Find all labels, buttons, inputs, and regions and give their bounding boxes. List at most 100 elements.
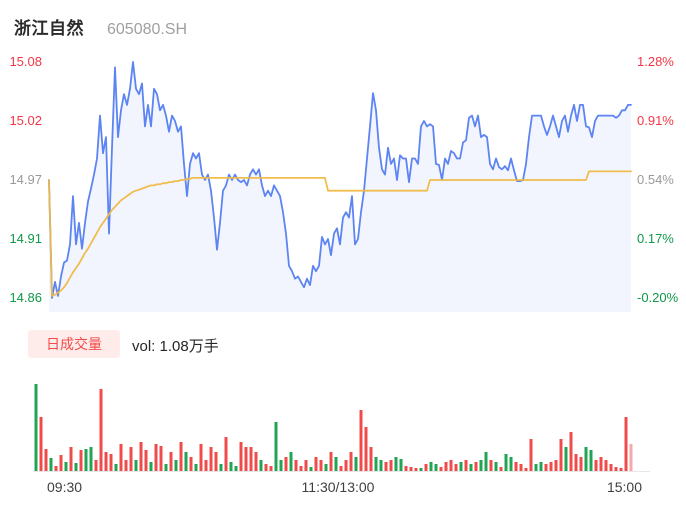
volume-bar	[334, 457, 338, 472]
volume-bar	[159, 446, 163, 472]
percent-tick-label: 0.91%	[637, 113, 674, 128]
price-tick-label: 14.91	[9, 231, 42, 246]
volume-bar	[74, 463, 78, 472]
volume-bar	[384, 462, 388, 472]
volume-bar	[219, 464, 223, 472]
volume-bar	[224, 437, 228, 472]
price-tick-label: 14.86	[9, 290, 42, 305]
volume-bar	[244, 447, 248, 472]
volume-bar	[424, 464, 428, 472]
x-tick-1130-1300: 11:30/13:00	[301, 479, 375, 495]
volume-bar	[604, 460, 608, 472]
volume-bar	[364, 427, 368, 472]
volume-bar	[469, 464, 473, 472]
volume-bar	[319, 460, 323, 472]
volume-bar	[494, 462, 498, 472]
price-area-fill	[49, 62, 631, 312]
volume-bar	[84, 449, 88, 472]
volume-bar	[119, 444, 123, 472]
volume-bar	[409, 467, 413, 472]
volume-bars	[34, 384, 633, 472]
volume-bar	[434, 464, 438, 472]
volume-bar	[274, 422, 278, 472]
avg-price-line	[48, 170, 632, 297]
stock-code: 605080.SH	[107, 21, 188, 38]
volume-bar	[584, 447, 588, 472]
volume-bar	[624, 417, 628, 472]
volume-bar	[284, 457, 288, 472]
volume-bar	[204, 460, 208, 472]
volume-bar	[109, 454, 113, 472]
volume-bar	[564, 447, 568, 472]
volume-bar	[194, 464, 198, 472]
volume-bar	[234, 466, 238, 472]
volume-bar	[544, 464, 548, 472]
volume-bar	[464, 460, 468, 472]
volume-bar	[154, 444, 158, 472]
volume-bar	[519, 464, 523, 472]
volume-bar	[479, 460, 483, 472]
volume-bar	[329, 452, 333, 472]
volume-bar	[499, 467, 503, 472]
volume-bar	[264, 464, 268, 472]
volume-bar	[354, 457, 358, 472]
volume-bar	[174, 460, 178, 472]
volume-bar	[289, 452, 293, 472]
volume-bar	[324, 464, 328, 472]
volume-bar	[449, 460, 453, 472]
volume-bar	[429, 462, 433, 472]
volume-bar	[549, 462, 553, 472]
volume-bar	[94, 460, 98, 472]
volume-bar	[579, 457, 583, 472]
volume-bar	[239, 442, 243, 472]
volume-bar	[349, 452, 353, 472]
volume-bar	[489, 460, 493, 472]
volume-bar	[39, 417, 43, 472]
volume-bar	[614, 467, 618, 472]
volume-bar	[589, 450, 593, 472]
volume-bar	[474, 462, 478, 472]
price-tick-label: 15.08	[9, 54, 42, 69]
volume-baseline	[33, 471, 650, 472]
volume-bar	[374, 457, 378, 472]
volume-bar	[139, 442, 143, 472]
volume-bar	[414, 468, 418, 472]
volume-bar	[459, 462, 463, 472]
volume-legend-badge[interactable]: 日成交量	[28, 330, 120, 358]
stock-name: 浙江自然	[14, 19, 84, 38]
volume-bar	[594, 460, 598, 472]
volume-bar	[314, 457, 318, 472]
volume-bar	[529, 439, 533, 472]
volume-bar	[554, 460, 558, 472]
volume-bar	[49, 458, 53, 472]
volume-bar	[619, 468, 623, 472]
volume-bar	[89, 447, 93, 472]
volume-bar	[484, 452, 488, 472]
volume-bar	[309, 467, 313, 472]
volume-bar	[504, 454, 508, 472]
volume-bar	[379, 460, 383, 472]
volume-bar	[114, 464, 118, 472]
volume-bar	[389, 460, 393, 472]
volume-bar	[189, 457, 193, 472]
header: 浙江自然 605080.SH	[14, 14, 187, 39]
percent-tick-label: -0.20%	[637, 290, 679, 305]
volume-bar	[339, 466, 343, 472]
volume-bar	[269, 466, 273, 472]
volume-bar	[249, 447, 253, 472]
percent-tick-label: 0.17%	[637, 231, 674, 246]
volume-bar	[69, 447, 73, 472]
volume-bar	[259, 460, 263, 472]
volume-bar	[439, 467, 443, 472]
volume-bar	[629, 444, 633, 472]
volume-bar	[279, 460, 283, 472]
volume-bar	[179, 442, 183, 472]
volume-bar	[609, 464, 613, 472]
volume-bar	[399, 459, 403, 472]
volume-bar	[254, 452, 258, 472]
volume-bar	[299, 466, 303, 472]
volume-bar	[304, 460, 308, 472]
volume-bar	[539, 462, 543, 472]
